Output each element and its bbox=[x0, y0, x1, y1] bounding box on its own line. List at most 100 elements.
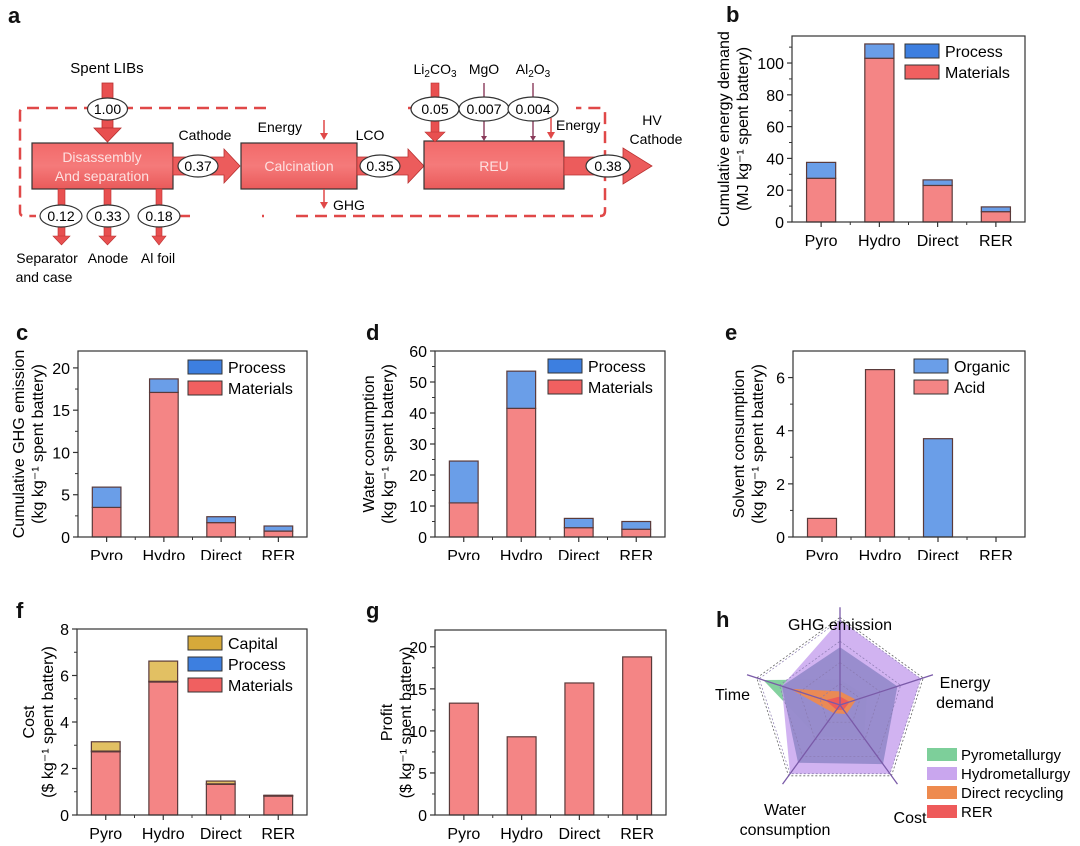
panel-letter-h: h bbox=[716, 607, 729, 632]
x-tick-label-hydro: Hydro bbox=[859, 548, 902, 560]
bar-process-hydro bbox=[506, 370, 537, 409]
calcination-box bbox=[240, 142, 358, 190]
x-tick-label-pyro: Pyro bbox=[805, 233, 838, 250]
y-tick-label: 0 bbox=[418, 808, 427, 825]
spent-libs-label: Spent LIBs bbox=[70, 60, 143, 77]
y-tick-label: 20 bbox=[766, 183, 784, 200]
bar-capital-hydro bbox=[148, 660, 179, 682]
panel-letter-g: g bbox=[366, 598, 379, 623]
additive-label-mgo: MgO bbox=[469, 61, 499, 77]
bar-materials-direct bbox=[205, 783, 236, 816]
bar-process-rer bbox=[263, 525, 294, 532]
y-tick-label: 6 bbox=[776, 371, 785, 388]
y-axis-title: Water consumption bbox=[361, 375, 378, 512]
radar-ring bbox=[758, 619, 922, 775]
y-tick-label: 100 bbox=[757, 56, 784, 73]
x-tick-label-direct: Direct bbox=[558, 548, 600, 560]
panel-letter-b: b bbox=[726, 2, 739, 27]
disassembly-label-2: And separation bbox=[55, 168, 149, 184]
radar-outer-frame bbox=[756, 616, 924, 777]
x-tick-label-hydro: Hydro bbox=[142, 826, 185, 843]
radar-ring bbox=[799, 662, 881, 740]
radar-axis-label: demand bbox=[936, 695, 994, 712]
legend-swatch-materials bbox=[187, 677, 223, 693]
y-tick-label: 30 bbox=[409, 437, 427, 454]
energy-arrow-head-1 bbox=[320, 133, 328, 140]
legend-swatch-materials bbox=[187, 380, 223, 396]
x-tick-label-direct: Direct bbox=[200, 548, 242, 560]
output-value: 0.38 bbox=[594, 158, 621, 174]
bar-process-pyro bbox=[805, 161, 837, 179]
y-tick-label: 20 bbox=[52, 361, 70, 378]
x-tick-label-pyro: Pyro bbox=[447, 826, 480, 843]
y-tick-label: 0 bbox=[775, 215, 784, 232]
bar-materials-pyro bbox=[805, 177, 837, 223]
y-tick-label: 0 bbox=[60, 808, 69, 825]
radar-axis-label: Cost bbox=[894, 810, 927, 827]
radar-axis-label: GHG emission bbox=[788, 617, 892, 634]
disassembly-box bbox=[31, 142, 174, 190]
bar-process-direct bbox=[563, 517, 594, 529]
x-tick-label-hydro: Hydro bbox=[143, 548, 186, 560]
additive-label-li2co3: Li2CO3 bbox=[413, 61, 456, 80]
y-tick-label: 20 bbox=[409, 640, 427, 657]
legend-swatch-process bbox=[904, 43, 940, 59]
bar-capital-direct bbox=[205, 780, 236, 785]
mgo-value: 0.007 bbox=[466, 101, 501, 117]
bar-organic-direct bbox=[922, 438, 954, 538]
x-tick-label-hydro: Hydro bbox=[500, 548, 543, 560]
bar-process-pyro bbox=[91, 486, 122, 509]
legend-swatch-direct-recycling bbox=[927, 786, 957, 799]
y-tick-label: 15 bbox=[52, 403, 70, 420]
y-tick-label: 0 bbox=[61, 530, 70, 547]
legend-swatch-materials bbox=[904, 64, 940, 80]
panel-letter-a: a bbox=[8, 3, 21, 28]
y-axis-title: Cost bbox=[21, 705, 38, 738]
y-axis-label: Solvent consumption (kg kg⁻¹ spent batter… bbox=[731, 364, 767, 524]
x-tick-label-rer: RER bbox=[261, 548, 295, 560]
legend-label-process: Process bbox=[588, 359, 646, 376]
plot-frame bbox=[434, 629, 667, 816]
bar-materials-direct bbox=[563, 527, 594, 538]
y-axis-label: Cumulative GHG emission (kg kg⁻¹ spent ba… bbox=[11, 350, 47, 539]
x-tick-label-rer: RER bbox=[261, 826, 295, 843]
legend-swatch-acid bbox=[913, 379, 949, 395]
al2o3-arrow-head bbox=[530, 136, 536, 141]
radar-axis-cost bbox=[839, 704, 898, 785]
cathode-value: 0.37 bbox=[184, 158, 211, 174]
ghg-arrow-head bbox=[320, 202, 328, 209]
x-tick-label-rer: RER bbox=[619, 548, 653, 560]
plot-frame bbox=[77, 350, 308, 538]
y-tick-label: 8 bbox=[60, 622, 69, 639]
bar-profit-direct bbox=[564, 682, 595, 816]
legend-swatch-capital bbox=[187, 635, 223, 651]
y-tick-label: 10 bbox=[409, 724, 427, 741]
chart-cost: f Cost ($ kg⁻¹ spent battery) Pyro Hydro Dire… bbox=[16, 598, 308, 843]
bar-materials-direct bbox=[206, 522, 237, 538]
radar-axis-time bbox=[746, 674, 841, 706]
bar-materials-rer bbox=[263, 530, 294, 538]
energy-arrow-head-2 bbox=[547, 132, 555, 139]
disassembly-label-1: Disassembly bbox=[62, 149, 141, 165]
x-tick-label-rer: RER bbox=[979, 233, 1013, 250]
chart-radar: h GHG emission Energy demand Cost Water consum… bbox=[715, 607, 1071, 839]
bar-materials-hydro bbox=[148, 681, 179, 816]
chart-water-consumption: d Water consumption (kg kg⁻¹ spent battery… bbox=[361, 320, 666, 560]
byproduct-al-foil: 0.18 Al foil bbox=[137, 188, 181, 266]
chart-ghg-emission: c Cumulative GHG emission (kg kg⁻¹ spent b… bbox=[11, 320, 308, 560]
bar-profit-rer bbox=[622, 656, 653, 816]
al2o3-value-ellipse bbox=[507, 96, 559, 122]
cathode-label: Cathode bbox=[179, 127, 232, 143]
legend-label-materials: Materials bbox=[228, 678, 293, 695]
y-axis-label: Cumulative energy demand (MJ kg⁻¹ spent b… bbox=[716, 31, 752, 227]
legend-label-materials: Materials bbox=[945, 65, 1010, 82]
y-axis-title: Cumulative GHG emission bbox=[11, 350, 28, 539]
legend-swatch-materials bbox=[547, 379, 583, 395]
y-tick-label: 10 bbox=[52, 445, 70, 462]
bar-process-pyro bbox=[448, 460, 479, 504]
y-axis-title: Profit bbox=[379, 703, 396, 741]
bar-materials-direct bbox=[922, 184, 953, 223]
radar-axis-label: Water bbox=[764, 802, 807, 819]
al-foil-value: 0.18 bbox=[145, 208, 172, 224]
y-tick-label: 40 bbox=[766, 151, 784, 168]
